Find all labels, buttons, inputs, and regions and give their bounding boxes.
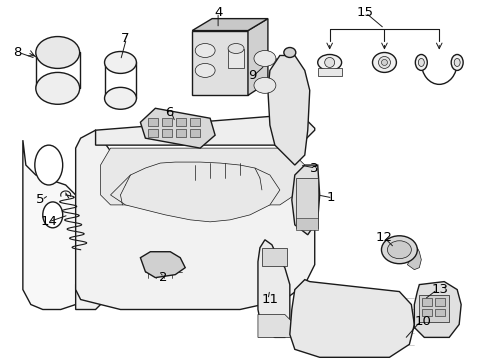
Text: 14: 14 [40, 215, 57, 228]
Text: 11: 11 [262, 293, 278, 306]
Bar [176, 118, 186, 126]
Ellipse shape [450, 54, 462, 71]
Polygon shape [247, 19, 267, 95]
Ellipse shape [414, 54, 427, 71]
Ellipse shape [283, 48, 295, 58]
Bar [434, 309, 444, 316]
Ellipse shape [253, 50, 275, 67]
Ellipse shape [36, 37, 80, 68]
Bar [162, 129, 172, 137]
Ellipse shape [386, 241, 410, 259]
Bar [422, 298, 431, 306]
Bar [317, 68, 341, 76]
Text: 12: 12 [375, 231, 392, 244]
Text: 6: 6 [165, 106, 173, 119]
Bar [190, 129, 200, 137]
Text: 4: 4 [213, 6, 222, 19]
Polygon shape [267, 55, 309, 165]
Ellipse shape [35, 145, 62, 185]
Bar [422, 309, 431, 316]
Text: 3: 3 [309, 162, 318, 175]
Bar [176, 129, 186, 137]
Polygon shape [140, 108, 215, 148]
Polygon shape [76, 130, 314, 310]
Bar [162, 118, 172, 126]
Ellipse shape [453, 58, 459, 67]
Bar [227, 49, 244, 68]
Text: 5: 5 [36, 193, 44, 206]
Text: 13: 13 [430, 283, 447, 296]
Bar [148, 129, 158, 137]
Polygon shape [192, 31, 247, 95]
Ellipse shape [324, 58, 334, 67]
Polygon shape [110, 162, 279, 222]
Bar [148, 118, 158, 126]
Polygon shape [101, 148, 304, 205]
Ellipse shape [42, 202, 62, 228]
Ellipse shape [227, 44, 244, 54]
Polygon shape [95, 115, 314, 145]
Text: 9: 9 [247, 69, 256, 82]
Ellipse shape [417, 58, 424, 67]
Ellipse shape [36, 72, 80, 104]
Bar [295, 178, 317, 228]
Polygon shape [23, 140, 95, 310]
Text: 7: 7 [120, 32, 129, 45]
Bar [190, 118, 200, 126]
Ellipse shape [381, 59, 386, 66]
Polygon shape [76, 265, 105, 310]
Polygon shape [413, 282, 460, 337]
Text: 2: 2 [159, 271, 167, 284]
Ellipse shape [195, 44, 215, 58]
Bar [419, 294, 448, 323]
Ellipse shape [104, 51, 136, 73]
Text: 1: 1 [326, 192, 334, 204]
Polygon shape [407, 248, 421, 270]
Ellipse shape [195, 63, 215, 77]
Ellipse shape [372, 53, 396, 72]
Ellipse shape [378, 57, 389, 68]
Polygon shape [258, 240, 289, 337]
Text: 10: 10 [413, 315, 430, 328]
Text: 8: 8 [13, 46, 21, 59]
Bar [434, 298, 444, 306]
Text: 15: 15 [356, 6, 373, 19]
Bar [295, 218, 317, 230]
Polygon shape [140, 252, 185, 278]
Ellipse shape [104, 87, 136, 109]
Ellipse shape [253, 77, 275, 93]
Ellipse shape [381, 236, 416, 264]
Polygon shape [192, 19, 267, 31]
Polygon shape [258, 315, 291, 337]
Ellipse shape [317, 54, 341, 71]
Polygon shape [289, 280, 413, 357]
Polygon shape [291, 165, 319, 235]
Bar [262, 248, 286, 266]
